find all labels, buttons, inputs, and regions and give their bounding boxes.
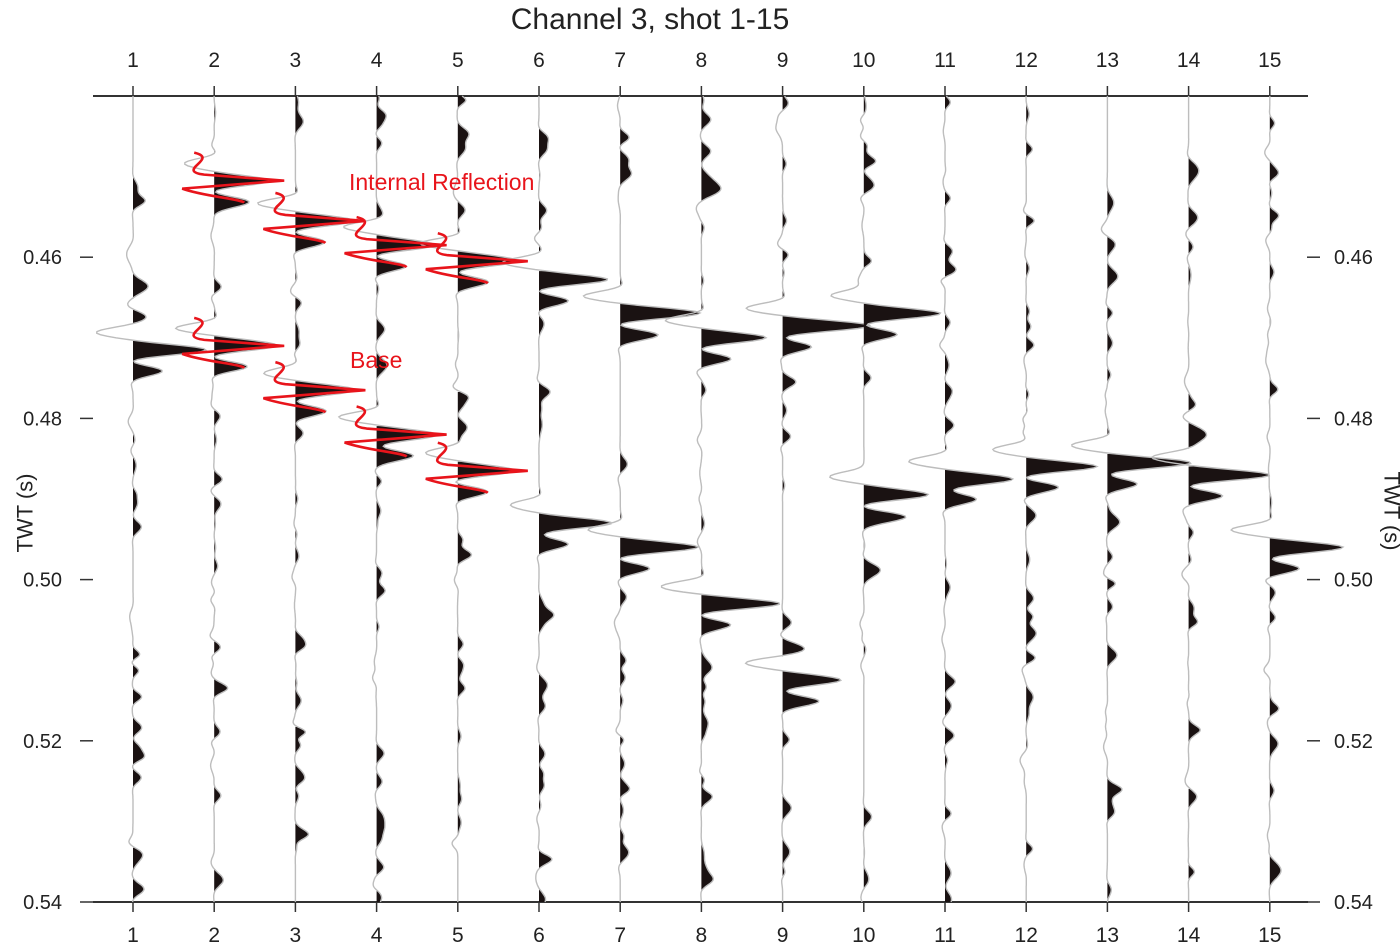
highlight-0-trace-5: [425, 231, 528, 285]
x-tick-label-bottom: 5: [452, 924, 464, 947]
x-tick-label-bottom: 10: [852, 924, 875, 947]
trace-7-wiggle: [582, 95, 702, 902]
highlight-0-trace-2: [181, 151, 285, 204]
trace-11-fill: [945, 96, 1013, 902]
chart-title: Channel 3, shot 1-15: [510, 3, 790, 36]
trace-1-fill: [133, 119, 206, 901]
y-tick-label-right: 0.50: [1334, 570, 1373, 592]
highlight-1-trace-3: [262, 360, 366, 414]
highlight-0-trace-3: [262, 191, 366, 245]
trace-4-wiggle: [337, 95, 438, 903]
x-tick-label-bottom: 12: [1015, 924, 1038, 947]
trace-15-fill: [1269, 96, 1343, 889]
highlight-0-trace-4: [344, 215, 447, 269]
y-tick-label-right: 0.48: [1334, 408, 1373, 430]
y-tick-label-right: 0.46: [1334, 247, 1373, 269]
x-tick-label-top: 13: [1096, 49, 1119, 72]
trace-4-fill: [376, 96, 437, 902]
y-tick-label-left: 0.50: [23, 570, 62, 592]
x-tick-label-top: 5: [452, 49, 464, 72]
x-tick-label-bottom: 1: [127, 924, 139, 947]
x-tick-label-bottom: 9: [777, 924, 789, 947]
y-tick-label-right: 0.52: [1334, 731, 1373, 753]
x-tick-label-bottom: 8: [696, 924, 708, 947]
trace-13-wiggle: [1071, 96, 1192, 903]
trace-12-wiggle: [991, 95, 1099, 902]
x-tick-label-top: 12: [1015, 49, 1038, 72]
trace-5-wiggle: [418, 95, 518, 902]
trace-1-wiggle: [95, 96, 208, 903]
trace-15-wiggle: [1230, 96, 1345, 902]
y-tick-label-right: 0.54: [1334, 892, 1373, 914]
trace-12-fill: [1026, 102, 1097, 902]
x-tick-label-bottom: 3: [290, 924, 302, 947]
x-tick-label-top: 14: [1177, 49, 1201, 72]
trace-9-fill: [782, 96, 870, 902]
x-tick-label-bottom: 15: [1258, 924, 1281, 947]
trace-14-wiggle: [1150, 96, 1271, 902]
x-tick-label-top: 4: [371, 49, 383, 72]
y-tick-label-left: 0.54: [23, 892, 62, 914]
trace-11-wiggle: [907, 95, 1015, 903]
x-tick-label-bottom: 13: [1096, 924, 1119, 947]
x-tick-label-top: 6: [533, 49, 545, 72]
x-tick-label-bottom: 14: [1177, 924, 1201, 947]
trace-10-fill: [863, 96, 941, 890]
x-tick-label-top: 11: [934, 49, 956, 72]
x-tick-label-top: 7: [614, 49, 626, 72]
trace-8-wiggle: [660, 95, 781, 903]
trace-2-fill: [214, 100, 277, 895]
x-tick-label-top: 3: [290, 49, 302, 72]
x-tick-label-bottom: 2: [208, 924, 220, 947]
trace-14-fill: [1188, 122, 1270, 903]
trace-7-fill: [620, 127, 700, 902]
trace-2-wiggle: [174, 96, 279, 903]
trace-3-wiggle: [256, 95, 356, 902]
trace-9-wiggle: [744, 95, 872, 902]
x-tick-label-bottom: 4: [371, 924, 383, 947]
x-tick-label-top: 15: [1258, 49, 1281, 72]
trace-5-fill: [457, 96, 517, 890]
x-tick-label-bottom: 11: [934, 924, 956, 947]
x-tick-label-top: 2: [208, 49, 220, 72]
highlight-1-trace-5: [425, 441, 528, 494]
x-tick-label-bottom: 6: [533, 924, 545, 947]
trace-8-fill: [701, 96, 780, 893]
trace-6-fill: [539, 127, 611, 902]
y-tick-label-left: 0.48: [23, 408, 62, 430]
x-tick-label-bottom: 7: [614, 924, 626, 947]
annotation-base: Base: [350, 347, 402, 373]
trace-10-wiggle: [829, 95, 942, 903]
x-tick-label-top: 9: [777, 49, 789, 72]
x-tick-label-top: 1: [127, 49, 139, 72]
y-tick-label-left: 0.52: [23, 731, 62, 753]
annotation-internal-reflection: Internal Reflection: [349, 169, 534, 195]
highlight-1-trace-4: [344, 405, 447, 458]
x-tick-label-top: 8: [696, 49, 708, 72]
highlight-1-trace-2: [181, 316, 285, 370]
y-tick-label-left: 0.46: [23, 247, 62, 269]
x-tick-label-top: 10: [852, 49, 875, 72]
trace-6-wiggle: [502, 96, 612, 903]
